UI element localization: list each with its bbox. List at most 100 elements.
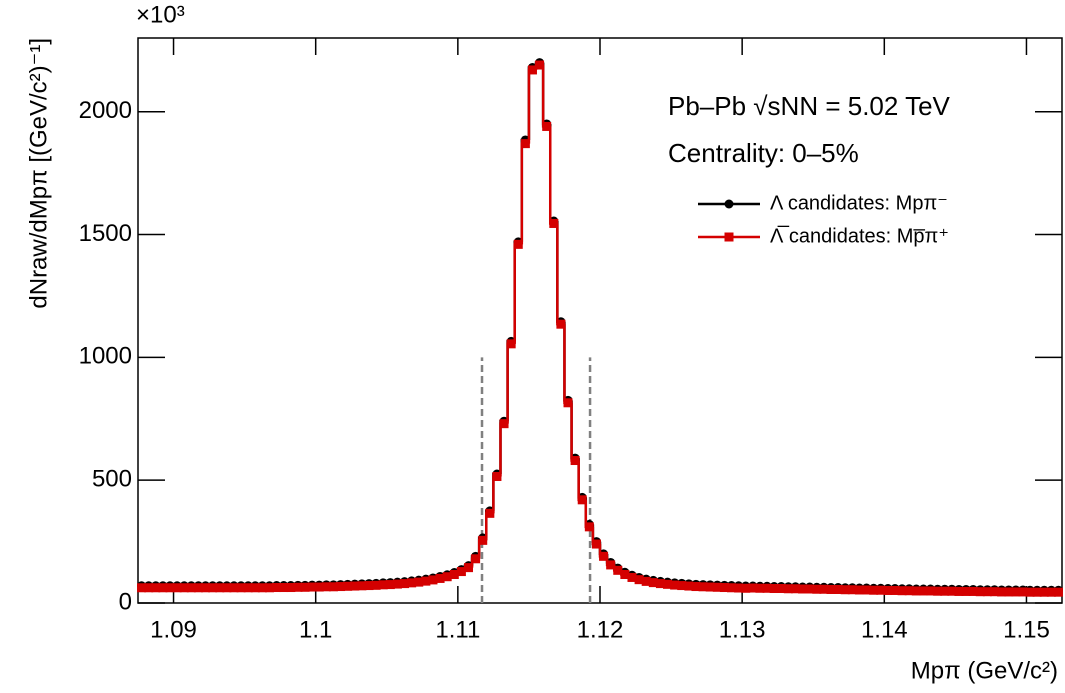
- x-tick-label: 1.1: [299, 616, 332, 643]
- marker: [670, 580, 680, 590]
- marker: [279, 583, 289, 593]
- marker: [264, 583, 274, 593]
- marker: [435, 573, 445, 583]
- histogram-step: [520, 142, 529, 245]
- marker: [236, 583, 246, 593]
- marker: [741, 583, 751, 593]
- histogram-step: [563, 324, 572, 405]
- marker: [776, 584, 786, 594]
- legend-marker: [724, 232, 734, 242]
- marker: [805, 584, 815, 594]
- marker: [847, 585, 857, 595]
- marker: [478, 535, 488, 545]
- marker: [840, 585, 850, 595]
- marker: [655, 579, 665, 589]
- marker: [179, 583, 189, 593]
- marker: [151, 583, 161, 593]
- marker: [783, 584, 793, 594]
- marker: [371, 580, 381, 590]
- marker: [378, 580, 388, 590]
- marker: [627, 572, 637, 582]
- marker: [854, 585, 864, 595]
- marker: [911, 586, 921, 596]
- marker: [400, 579, 410, 589]
- annotation: Centrality: 0–5%: [668, 138, 859, 168]
- marker: [826, 584, 836, 594]
- marker: [542, 121, 552, 131]
- marker: [272, 583, 282, 593]
- marker: [428, 575, 438, 585]
- marker: [648, 578, 658, 588]
- marker: [734, 583, 744, 593]
- marker: [940, 586, 950, 596]
- marker: [527, 65, 537, 75]
- marker: [947, 586, 957, 596]
- y-axis-title: dNraw/dMpπ [(GeV/c²)⁻¹]: [25, 38, 52, 309]
- marker: [1046, 587, 1056, 597]
- marker: [705, 582, 715, 592]
- marker: [137, 583, 147, 593]
- marker: [755, 583, 765, 593]
- marker: [897, 586, 907, 596]
- histogram-step: [499, 422, 508, 477]
- marker: [997, 587, 1007, 597]
- marker: [172, 583, 182, 593]
- marker: [748, 583, 758, 593]
- y-tick-label: 1500: [79, 220, 132, 247]
- marker: [584, 522, 594, 532]
- marker: [1025, 587, 1035, 597]
- histogram-step: [506, 342, 515, 424]
- marker: [563, 398, 573, 408]
- histogram-step: [513, 243, 522, 344]
- legend-marker: [724, 199, 734, 209]
- marker: [599, 551, 609, 561]
- marker: [186, 583, 196, 593]
- marker: [208, 583, 218, 593]
- marker: [314, 582, 324, 592]
- marker: [1039, 587, 1049, 597]
- marker: [819, 584, 829, 594]
- plot-frame: [137, 37, 1063, 604]
- x-tick-label: 1.14: [861, 616, 908, 643]
- marker: [513, 239, 523, 249]
- marker: [456, 567, 466, 577]
- marker: [726, 583, 736, 593]
- histogram-step: [548, 126, 558, 225]
- marker: [549, 218, 559, 228]
- marker: [250, 583, 260, 593]
- histogram-step: [570, 402, 579, 462]
- marker: [620, 570, 630, 580]
- marker: [684, 581, 694, 591]
- marker: [293, 582, 303, 592]
- marker: [165, 583, 175, 593]
- marker: [1011, 587, 1021, 597]
- marker: [606, 560, 616, 570]
- x-tick-label: 1.11: [435, 616, 480, 643]
- marker: [307, 582, 317, 592]
- y-tick-label: 500: [92, 466, 132, 493]
- marker: [300, 582, 310, 592]
- marker: [961, 586, 971, 596]
- marker: [904, 586, 914, 596]
- marker: [449, 570, 459, 580]
- marker: [926, 586, 936, 596]
- marker: [286, 583, 296, 593]
- marker: [890, 585, 900, 595]
- marker: [1053, 587, 1063, 597]
- y-tick-label: 0: [119, 588, 132, 615]
- marker: [328, 582, 338, 592]
- marker: [222, 583, 232, 593]
- marker: [243, 583, 253, 593]
- marker: [535, 60, 545, 70]
- marker: [634, 575, 644, 585]
- marker: [677, 581, 687, 591]
- marker: [719, 583, 729, 593]
- marker: [492, 471, 502, 481]
- marker: [385, 580, 395, 590]
- marker: [158, 583, 168, 593]
- x-tick-label: 1.12: [577, 616, 624, 643]
- marker: [798, 584, 808, 594]
- marker: [933, 586, 943, 596]
- histogram-step: [527, 68, 537, 144]
- y-tick-label: 1000: [79, 343, 132, 370]
